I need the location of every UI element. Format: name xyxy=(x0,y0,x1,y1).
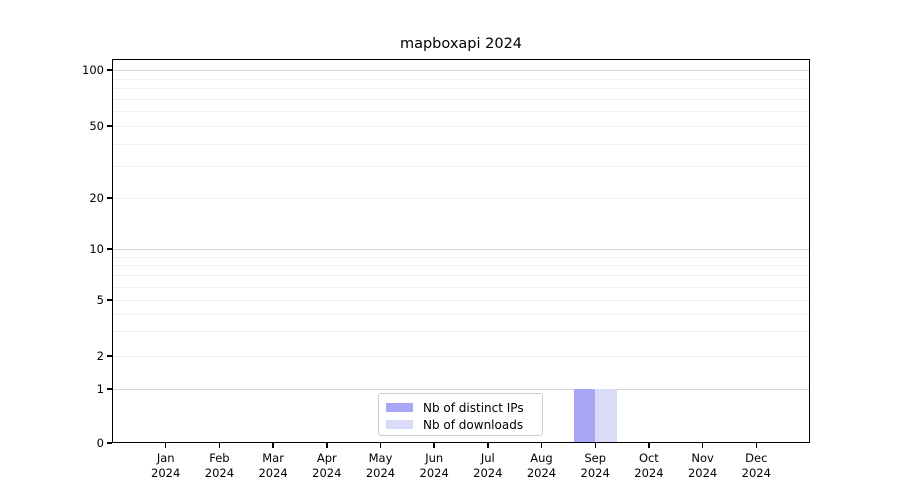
x-tick-label-apr: Apr 2024 xyxy=(312,451,342,480)
legend-swatch-distinct-ips xyxy=(386,403,413,412)
y-tick-label-2: 2 xyxy=(96,349,104,363)
x-tick-mark-apr xyxy=(326,443,328,448)
x-tick-label-may: May 2024 xyxy=(365,451,396,480)
bar-nb-of-downloads-sep xyxy=(595,388,617,443)
x-tick-mark-aug xyxy=(540,443,543,448)
legend-swatch-downloads xyxy=(386,420,413,429)
x-tick-mark-feb xyxy=(218,443,221,448)
y-tick-mark-0 xyxy=(107,442,112,444)
x-tick-mark-jul xyxy=(487,443,489,448)
x-tick-label-feb: Feb 2024 xyxy=(204,451,235,480)
x-tick-label-nov: Nov 2024 xyxy=(687,451,718,480)
x-tick-mark-nov xyxy=(701,443,704,448)
y-tick-label-20: 20 xyxy=(89,191,104,205)
legend-label-downloads: Nb of downloads xyxy=(423,417,524,432)
legend: Nb of distinct IPs Nb of downloads xyxy=(378,393,543,436)
x-tick-mark-jan xyxy=(164,443,167,448)
minor-gridline-30 xyxy=(112,166,810,168)
x-tick-mark-dec xyxy=(755,443,758,448)
y-tick-mark-5 xyxy=(107,299,112,301)
x-tick-mark-jun xyxy=(433,443,435,448)
axes-frame xyxy=(112,59,810,443)
x-tick-label-jan: Jan 2024 xyxy=(151,451,181,480)
y-tick-label-10: 10 xyxy=(89,242,104,256)
y-tick-mark-2 xyxy=(107,355,112,357)
minor-gridline-50 xyxy=(112,126,810,127)
x-tick-mark-sep xyxy=(594,443,596,448)
y-tick-mark-100 xyxy=(107,69,112,71)
bar-nb-of-distinct-ips-sep xyxy=(573,388,596,443)
chart-title: mapboxapi 2024 xyxy=(399,36,523,52)
minor-gridline-2 xyxy=(112,356,810,357)
y-tick-label-0: 0 xyxy=(96,436,104,450)
x-tick-mark-mar xyxy=(272,443,274,448)
minor-gridline-80 xyxy=(112,88,810,89)
x-tick-label-aug: Aug 2024 xyxy=(526,451,557,480)
y-tick-mark-50 xyxy=(107,125,112,127)
y-tick-label-50: 50 xyxy=(89,119,104,133)
x-tick-label-sep: Sep 2024 xyxy=(580,451,610,480)
major-gridline-100 xyxy=(112,70,810,71)
y-tick-label-5: 5 xyxy=(96,293,104,307)
legend-item-downloads: Nb of downloads xyxy=(379,416,542,433)
x-tick-label-oct: Oct 2024 xyxy=(634,451,664,480)
y-tick-mark-20 xyxy=(107,197,112,199)
minor-gridline-3 xyxy=(112,331,810,333)
x-tick-label-mar: Mar 2024 xyxy=(258,451,288,480)
legend-item-distinct-ips: Nb of distinct IPs xyxy=(379,399,542,416)
legend-label-distinct-ips: Nb of distinct IPs xyxy=(423,400,524,415)
minor-gridline-40 xyxy=(112,143,810,145)
x-tick-label-dec: Dec 2024 xyxy=(741,451,771,480)
minor-gridline-6 xyxy=(112,286,810,288)
major-gridline-10 xyxy=(112,249,810,250)
major-gridline-1 xyxy=(112,388,810,390)
minor-gridline-8 xyxy=(112,265,810,267)
y-tick-label-100: 100 xyxy=(82,63,104,77)
minor-gridline-90 xyxy=(112,78,810,80)
x-tick-label-jun: Jun 2024 xyxy=(419,451,449,480)
y-tick-mark-1 xyxy=(107,388,112,390)
x-tick-label-jul: Jul 2024 xyxy=(473,451,503,480)
x-tick-mark-oct xyxy=(648,443,650,448)
minor-gridline-5 xyxy=(112,300,810,301)
minor-gridline-7 xyxy=(112,275,810,277)
y-tick-mark-10 xyxy=(107,248,112,250)
minor-gridline-4 xyxy=(112,313,810,315)
minor-gridline-9 xyxy=(112,256,810,258)
y-tick-label-1: 1 xyxy=(96,381,104,396)
x-tick-mark-may xyxy=(379,443,382,448)
minor-gridline-60 xyxy=(112,111,810,113)
plot-area: Nb of distinct IPs Nb of downloads xyxy=(112,59,810,443)
minor-gridline-70 xyxy=(112,98,810,100)
minor-gridline-20 xyxy=(112,198,810,199)
